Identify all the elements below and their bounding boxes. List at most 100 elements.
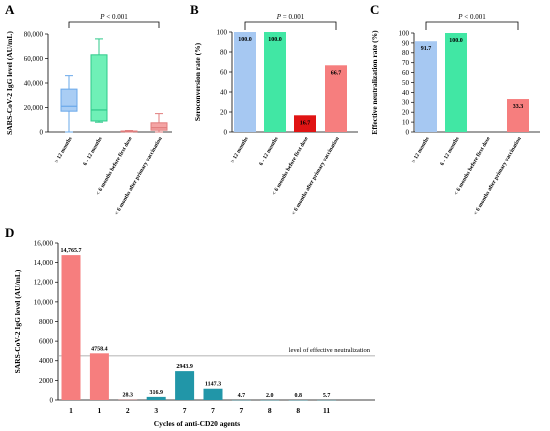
y-tick-label: 16,000	[34, 239, 54, 247]
bar-value-label: 2.0	[266, 393, 274, 399]
y-tick-label: 80,000	[24, 30, 44, 38]
bar-value-label: 0.8	[294, 393, 302, 399]
x-category-label: 3	[154, 406, 158, 415]
bar-value-label: 5.7	[323, 393, 331, 399]
bar-value-label: 2943.9	[176, 364, 193, 370]
y-tick-label: 90	[402, 39, 410, 47]
significance-bracket	[244, 21, 337, 30]
significance-bracket	[425, 21, 519, 30]
y-tick-label: 60	[402, 69, 410, 77]
bar-value-label: 66.7	[331, 70, 342, 76]
bar-value-label: 91.7	[421, 46, 432, 52]
y-tick-label: 14,000	[34, 259, 54, 267]
p-value-label: P < 0.001	[99, 13, 128, 21]
box-iqr	[90, 54, 108, 122]
box-iqr	[60, 88, 78, 112]
bar-value-label: 1147.3	[205, 382, 221, 388]
p-value-symbol: P	[457, 13, 463, 21]
y-tick-label: 0	[50, 396, 54, 404]
y-tick-label: 10,000	[34, 298, 54, 306]
bar-value-label: 33.3	[513, 104, 524, 110]
x-category-label: 6 - 12 months	[439, 135, 461, 167]
x-category-label: > 12 months	[411, 135, 431, 164]
p-value-label: P = 0.001	[276, 13, 305, 21]
x-axis-title: Cycles of anti-CD20 agents	[154, 419, 241, 428]
y-tick-label: 80	[402, 49, 410, 57]
y-tick-label: 4000	[39, 357, 54, 365]
x-category-label: 6 - 12 months	[258, 135, 280, 167]
y-tick-label: 30	[402, 99, 410, 107]
y-tick-label: 60	[220, 68, 228, 76]
y-tick-label: 80	[220, 48, 228, 56]
y-axis-title: Seroconversion rate (%)	[193, 42, 202, 121]
bar	[175, 371, 195, 400]
bar	[294, 115, 316, 132]
y-tick-label: 20	[402, 109, 410, 117]
y-tick-label: 0	[224, 128, 228, 136]
bar-value-label: 4.7	[238, 393, 246, 399]
y-tick-label: 40	[220, 88, 228, 96]
bar	[89, 353, 109, 400]
bar-value-label: 100.0	[238, 37, 252, 43]
x-category-label: 2	[126, 406, 130, 415]
p-value-rest: = 0.001	[281, 13, 305, 21]
y-axis-title: SARS-CoV-2 IgG level (AU/mL)	[5, 31, 14, 135]
y-tick-label: 20,000	[24, 104, 44, 112]
box-plot-group	[150, 113, 168, 133]
y-axis-title: SARS-CoV-2 IgG level (AU/mL)	[13, 269, 22, 373]
x-category-label: > 12 months	[54, 135, 74, 164]
x-category-label: < 6 months before first dose	[271, 136, 310, 197]
bar-value-label: 100.0	[449, 38, 463, 44]
y-tick-label: 10	[402, 119, 410, 127]
y-tick-label: 0	[40, 128, 44, 136]
bar	[61, 255, 81, 400]
y-tick-label: 100	[399, 29, 410, 37]
p-value-rest: < 0.001	[105, 13, 129, 21]
x-category-label: 8	[296, 406, 300, 415]
bar-value-label: 4758.4	[91, 346, 108, 352]
y-tick-label: 8000	[39, 318, 54, 326]
y-axis-title: Effective neutralization rate (%)	[370, 30, 379, 135]
box-plot-group	[60, 75, 78, 133]
y-tick-label: 6000	[39, 338, 54, 346]
x-category-label: 7	[183, 406, 187, 415]
y-tick-label: 0	[406, 128, 410, 136]
box-plot-group	[120, 130, 138, 133]
panel-letter: B	[190, 2, 199, 17]
p-value-symbol: P	[276, 13, 282, 21]
panel-letter: C	[370, 2, 379, 17]
x-category-label: 11	[323, 406, 330, 415]
x-category-label: 1	[98, 406, 102, 415]
y-tick-label: 70	[402, 59, 410, 67]
bar	[415, 41, 437, 133]
y-tick-label: 60,000	[24, 55, 44, 63]
bar	[325, 65, 347, 132]
bar-value-label: 28.3	[123, 393, 134, 399]
x-category-label: 6 - 12 months	[82, 135, 104, 167]
bar	[234, 32, 256, 132]
y-tick-label: 20	[220, 108, 228, 116]
x-category-label: 7	[211, 406, 215, 415]
x-category-label: 7	[240, 406, 244, 415]
reference-line-label: level of effective neutralization	[289, 347, 371, 354]
box-iqr	[150, 122, 168, 131]
bar-value-label: 14,765.7	[61, 248, 82, 254]
bar	[146, 396, 166, 400]
panel-letter: D	[5, 225, 14, 240]
y-tick-label: 2000	[39, 377, 54, 385]
bar-value-label: 100.0	[268, 37, 282, 43]
x-category-label: < 6 months before first dose	[453, 136, 492, 197]
x-category-label: > 12 months	[230, 135, 250, 164]
x-category-label: 8	[268, 406, 272, 415]
p-value-symbol: P	[99, 13, 105, 21]
y-tick-label: 100	[217, 28, 228, 36]
y-tick-label: 40,000	[24, 79, 44, 87]
y-tick-label: 40	[402, 89, 410, 97]
bar	[507, 99, 529, 132]
panel-letter: A	[5, 2, 15, 17]
box-plot-group	[90, 38, 108, 123]
bar	[203, 388, 223, 400]
bar	[264, 32, 286, 132]
y-tick-label: 12,000	[34, 279, 54, 287]
